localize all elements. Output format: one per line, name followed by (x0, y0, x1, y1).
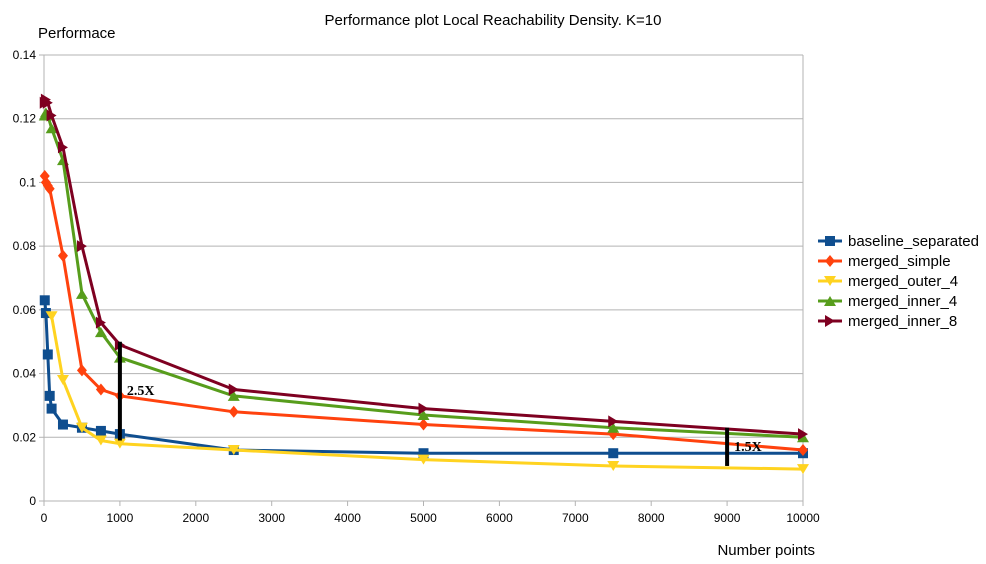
data-point (417, 409, 430, 420)
data-point (57, 249, 68, 262)
y-tick-label: 0.04 (13, 367, 37, 381)
data-point (94, 435, 107, 446)
data-point (45, 311, 58, 322)
x-tick-label: 9000 (714, 511, 741, 525)
legend-label: merged_outer_4 (848, 273, 958, 290)
legend-label: merged_inner_8 (848, 313, 957, 330)
data-point (607, 460, 620, 471)
legend-label: merged_inner_4 (848, 293, 957, 310)
data-point (418, 402, 429, 415)
y-axis-label: Performace (38, 25, 116, 42)
x-axis-label: Number points (717, 542, 815, 559)
data-point (228, 383, 239, 396)
legend-swatch-marker (825, 255, 835, 267)
y-tick-label: 0.12 (13, 112, 37, 126)
data-point (95, 383, 106, 396)
legend-label: merged_simple (848, 253, 951, 270)
data-point (798, 444, 808, 457)
grid-lines (44, 54, 803, 438)
y-axis-ticks: 0 0.02 0.04 0.06 0.08 0.1 0.12 0.14 (13, 48, 44, 508)
data-point (46, 403, 57, 414)
y-tick-label: 0 (29, 494, 36, 508)
x-tick-label: 1000 (107, 511, 134, 525)
chart-title: Performance plot Local Reachability Dens… (325, 12, 662, 29)
y-tick-label: 0.02 (13, 430, 37, 444)
data-point (227, 390, 240, 401)
data-point (40, 308, 51, 319)
data-point (607, 422, 620, 433)
y-tick-label: 0.14 (13, 48, 37, 62)
x-axis-ticks: 0 1000 2000 3000 4000 5000 6000 7000 8000 9000 100… (41, 501, 820, 525)
data-point (75, 288, 88, 299)
annotations: 2.5X 1.5X (117, 341, 762, 466)
x-tick-label: 7000 (562, 511, 589, 525)
data-point (228, 405, 239, 418)
data-point (45, 123, 58, 134)
series-line (43, 110, 804, 439)
legend-item-merged_simple: merged_simple (818, 253, 951, 270)
data-point (797, 432, 809, 443)
series-merged_inner_8 (39, 93, 808, 441)
x-tick-label: 3000 (258, 511, 285, 525)
y-tick-label: 0.06 (13, 303, 37, 317)
legend-item-merged_inner_8: merged_inner_8 (818, 313, 957, 330)
legend-swatch-marker (825, 236, 835, 246)
x-tick-label: 2000 (182, 511, 209, 525)
data-point (418, 448, 429, 459)
data-point (76, 240, 87, 253)
y-tick-label: 0.08 (13, 239, 37, 253)
series-merged_simple (39, 170, 808, 457)
data-point (39, 295, 50, 306)
data-point (608, 448, 619, 459)
series-merged_outer_4 (45, 311, 809, 475)
series-line (43, 98, 804, 436)
legend-swatch-marker (824, 296, 836, 306)
series-baseline_separated (39, 295, 808, 459)
annotation-label: 2.5X (127, 384, 155, 399)
data-point (57, 141, 68, 154)
annotation-label: 1.5X (734, 440, 762, 455)
data-point (56, 374, 69, 385)
legend-label: baseline_separated (848, 233, 979, 250)
data-point (798, 428, 808, 441)
y-tick-label: 0.1 (19, 175, 36, 189)
x-tick-label: 8000 (638, 511, 665, 525)
data-point (46, 109, 57, 122)
x-tick-label: 6000 (486, 511, 513, 525)
series-group (38, 93, 809, 475)
data-point (44, 390, 55, 401)
data-point (42, 349, 53, 360)
data-point (227, 445, 240, 456)
legend-item-baseline_separated: baseline_separated (818, 233, 979, 250)
data-point (42, 96, 53, 109)
data-point (44, 182, 55, 195)
legend-swatch-marker (825, 315, 835, 327)
legend-swatch-marker (824, 276, 836, 286)
data-point (76, 364, 87, 377)
data-point (113, 438, 126, 449)
series-line (50, 315, 804, 471)
x-tick-label: 4000 (334, 511, 361, 525)
data-point (417, 454, 430, 465)
x-tick-label: 0 (41, 511, 48, 525)
legend-item-merged_inner_4: merged_inner_4 (818, 293, 957, 310)
legend-item-merged_outer_4: merged_outer_4 (818, 273, 958, 290)
x-tick-label: 5000 (410, 511, 437, 525)
data-point (797, 464, 809, 475)
data-point (608, 415, 619, 428)
data-point (75, 422, 88, 433)
legend: baseline_separated merged_simple merged_ou… (818, 233, 979, 330)
axes (43, 55, 804, 502)
x-tick-label: 10000 (786, 511, 820, 525)
data-point (57, 419, 68, 430)
data-point (94, 327, 107, 338)
data-point (95, 316, 106, 329)
data-point (418, 418, 429, 431)
data-point (95, 425, 106, 436)
